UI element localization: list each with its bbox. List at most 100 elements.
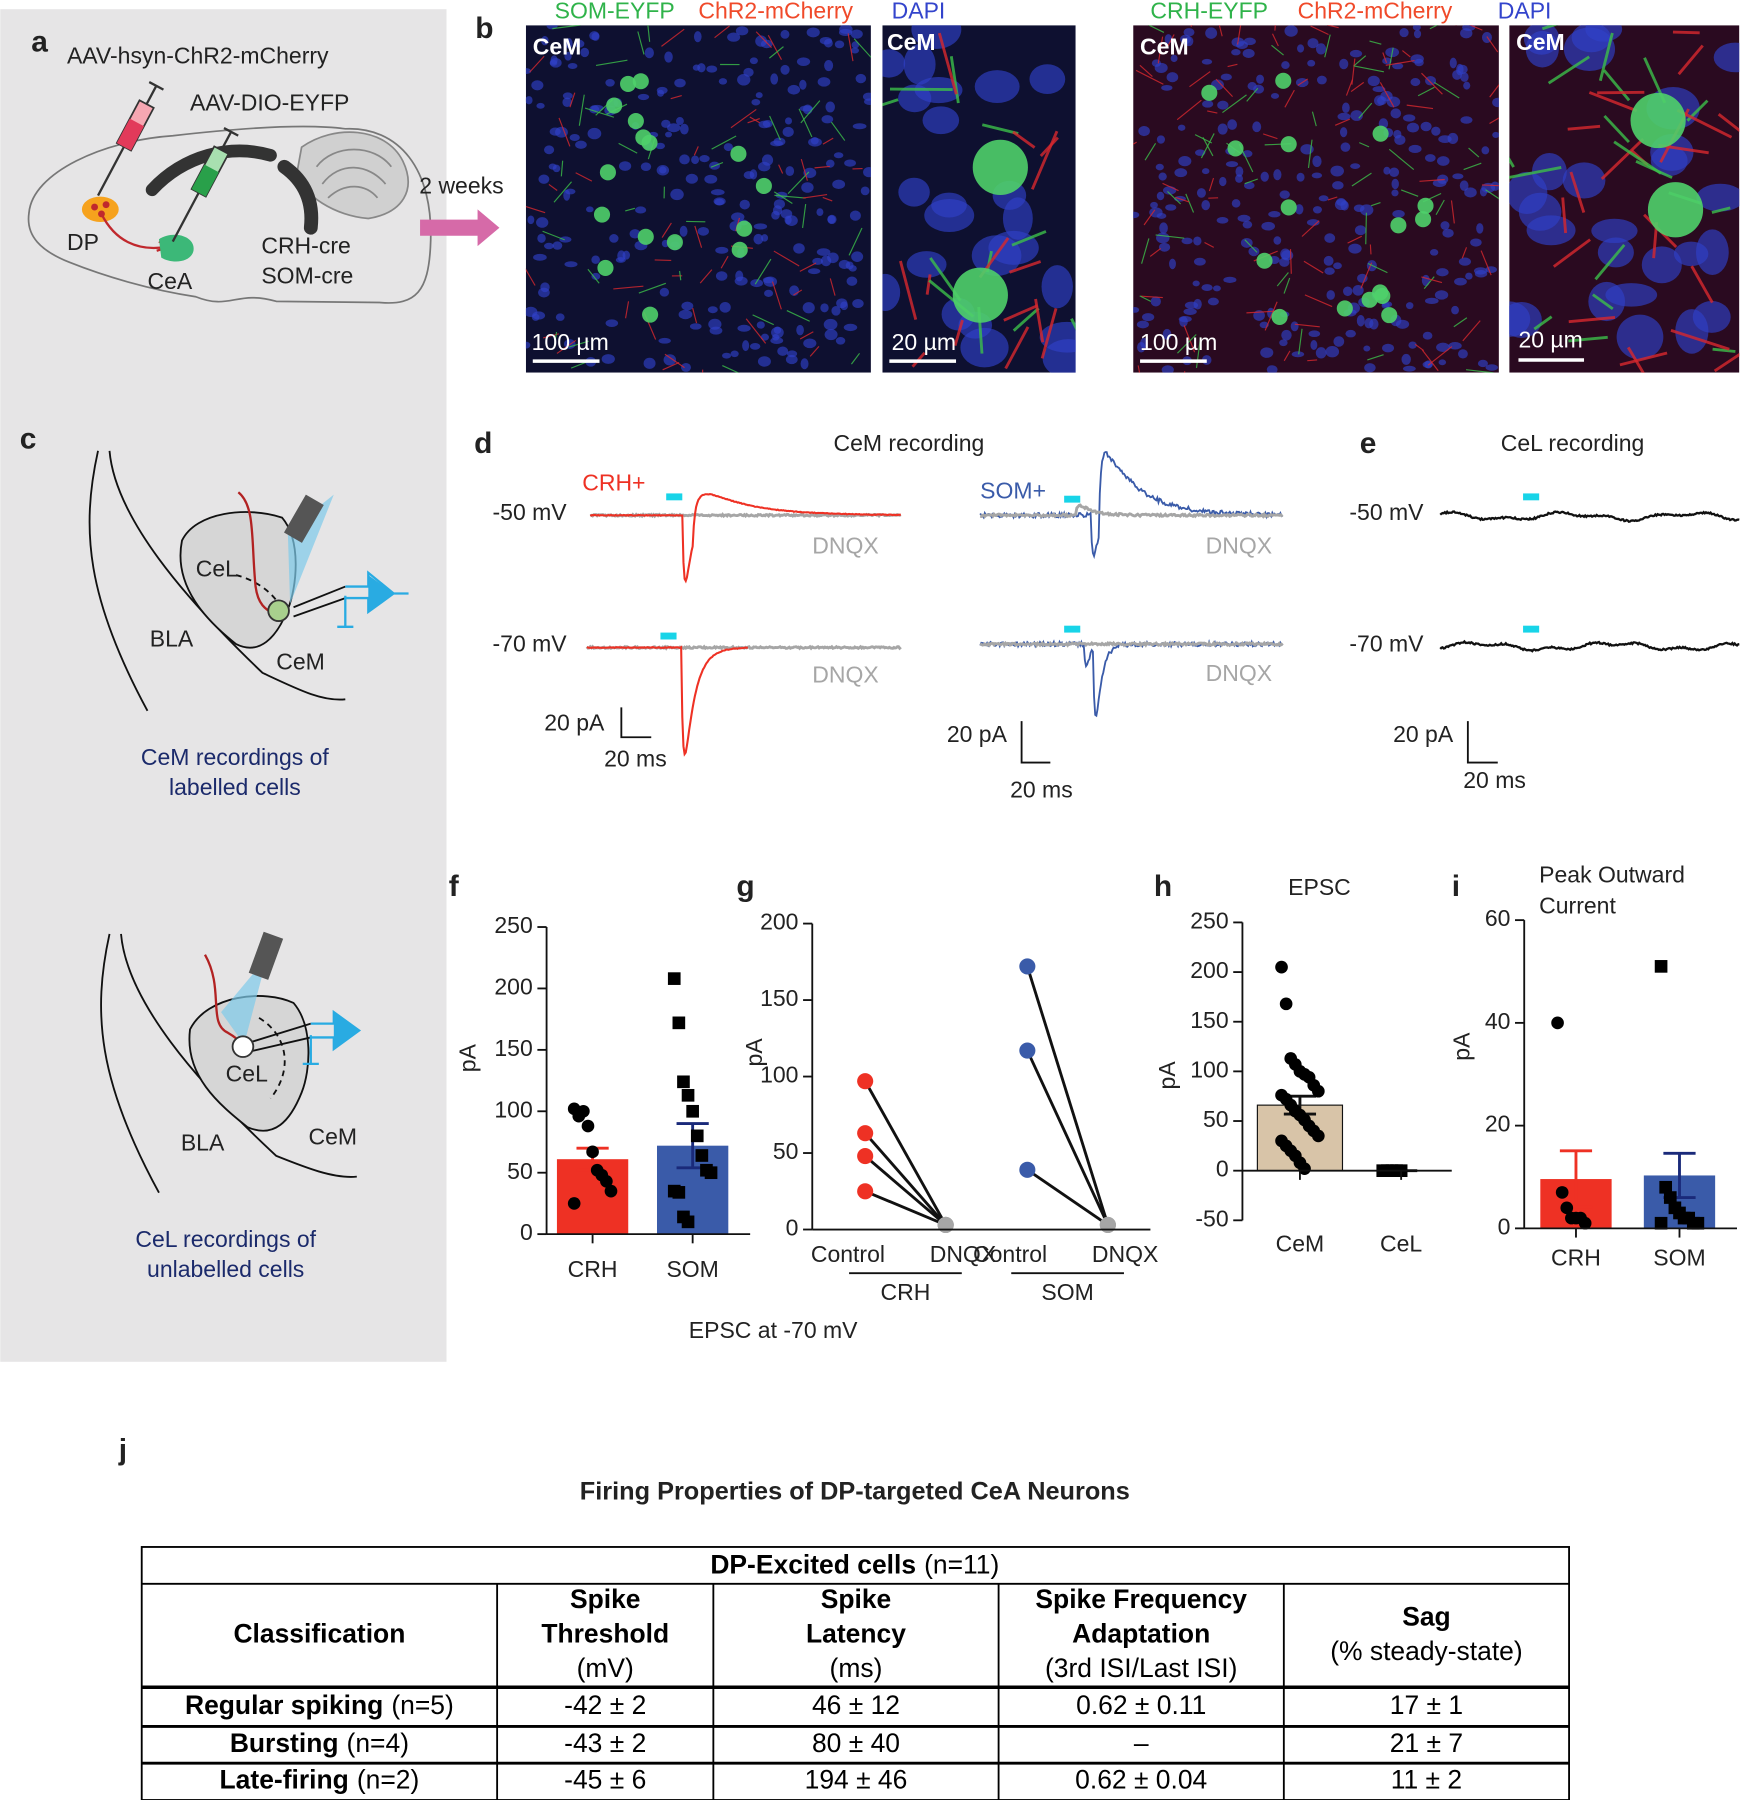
fiber: [679, 270, 682, 281]
fiber: [1350, 81, 1365, 93]
nucleus: [1227, 119, 1238, 130]
fiber: [1672, 30, 1700, 35]
nucleus: [903, 44, 936, 85]
data-point: [1019, 1161, 1036, 1178]
nucleus: [1465, 272, 1473, 280]
nucleus: [785, 215, 798, 226]
fiber: [1345, 79, 1353, 96]
nucleus: [562, 92, 573, 100]
nucleus: [1408, 341, 1417, 349]
fiber: [1144, 142, 1157, 161]
scale-label: 20 µm: [892, 329, 956, 355]
fiber: [552, 25, 581, 30]
nucleus: [1155, 163, 1164, 171]
fiber: [1365, 212, 1367, 245]
fiber: [1419, 178, 1445, 182]
nucleus: [816, 248, 831, 256]
x-tick-label: DNQX: [930, 1241, 996, 1267]
fiber: [584, 107, 615, 118]
fiber: [1427, 346, 1453, 366]
nucleus: [1336, 198, 1347, 206]
legend-label: ChR2-mCherry: [698, 0, 853, 24]
y-tick-label: 0: [1498, 1213, 1511, 1239]
y-axis-label: pA: [1448, 1032, 1474, 1061]
fiber: [1307, 139, 1313, 169]
fiber: [1489, 117, 1499, 124]
nucleus: [1297, 44, 1305, 53]
y-tick-label: 200: [760, 909, 798, 935]
y-tick-label: 150: [1190, 1007, 1228, 1033]
soma: [1275, 72, 1292, 89]
nucleus: [674, 78, 686, 88]
nucleus: [1296, 172, 1305, 182]
soma: [637, 228, 654, 245]
chart-title: EPSC: [1288, 874, 1351, 900]
soma: [731, 241, 748, 258]
nucleus: [849, 210, 861, 221]
nucleus: [1133, 307, 1140, 313]
soma: [599, 164, 616, 181]
fiber: [1307, 359, 1318, 362]
nucleus: [1422, 331, 1433, 340]
table-cell: 0.62 ± 0.11: [1076, 1690, 1206, 1720]
fiber: [1594, 243, 1626, 281]
nucleus: [743, 171, 755, 180]
fiber: [850, 352, 861, 365]
fiber: [1406, 104, 1434, 110]
nucleus: [775, 191, 788, 199]
column-header: (mV): [577, 1653, 634, 1683]
cell-normal: (n=11): [924, 1550, 999, 1580]
fiber: [1613, 140, 1662, 175]
nucleus: [1266, 365, 1278, 373]
caption: labelled cells: [169, 774, 301, 800]
fiber: [661, 28, 685, 47]
nucleus: [1220, 73, 1232, 81]
fiber: [1162, 182, 1179, 192]
nucleus: [1169, 258, 1176, 270]
fiber: [1588, 91, 1638, 113]
fiber: [1289, 249, 1292, 274]
fiber: [1402, 50, 1411, 58]
fiber: [542, 230, 565, 241]
panel-label: g: [736, 870, 754, 903]
column-header: Adaptation: [1072, 1619, 1210, 1649]
pair-line: [863, 1080, 947, 1226]
nucleus: [1268, 211, 1281, 218]
nucleus: [796, 57, 811, 66]
column-header: Spike Frequency: [1035, 1584, 1247, 1614]
nucleus: [559, 236, 572, 243]
nucleus: [664, 51, 673, 63]
nucleus: [817, 77, 831, 87]
nucleus: [1183, 308, 1197, 315]
fiber: [730, 108, 757, 129]
nucleus: [629, 229, 641, 239]
nucleus: [719, 301, 731, 313]
nucleus: [1713, 42, 1740, 73]
nucleus: [567, 62, 578, 69]
fiber: [1177, 334, 1197, 354]
nucleus: [1350, 110, 1363, 121]
nucleus: [727, 32, 741, 42]
nucleus: [882, 49, 906, 78]
fiber: [1469, 25, 1483, 31]
nucleus: [1372, 86, 1386, 93]
data-point: [690, 1129, 704, 1143]
nucleus: [1458, 257, 1472, 266]
fiber: [1327, 25, 1339, 29]
fiber: [1489, 83, 1499, 98]
fiber: [802, 203, 807, 229]
nucleus: [1142, 313, 1155, 322]
nucleus: [1217, 123, 1228, 135]
fiber: [1569, 171, 1586, 213]
fiber: [1421, 349, 1439, 372]
fiber: [625, 207, 636, 212]
nucleus: [825, 101, 835, 113]
nucleus: [1490, 181, 1499, 191]
table-title: Firing Properties of DP-targeted CeA Neu…: [580, 1478, 1130, 1506]
table-cell: -42 ± 2: [564, 1690, 646, 1720]
fiber: [747, 118, 760, 124]
fiber: [769, 46, 784, 59]
fiber: [560, 160, 564, 177]
region-label: CeM: [1140, 33, 1189, 59]
